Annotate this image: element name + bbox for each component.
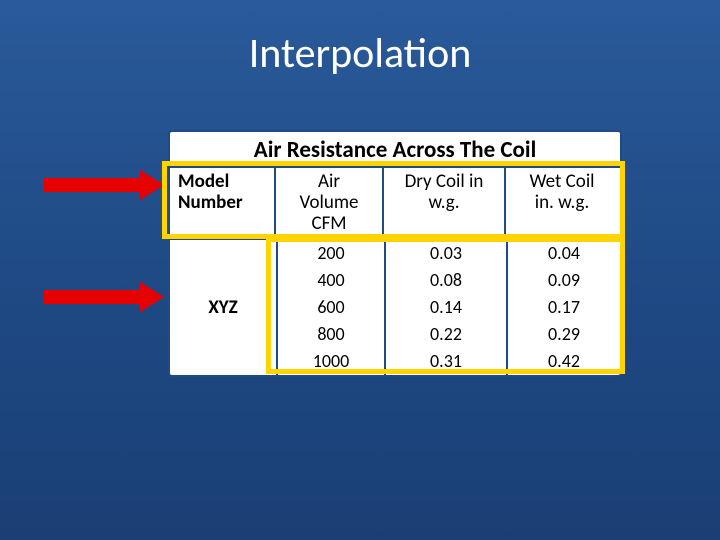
table-cell-wet: 0.42	[508, 348, 620, 375]
table-cell-dry: 0.03	[386, 240, 508, 267]
table-body: XYZ 2000.030.044000.080.096000.140.17800…	[170, 240, 620, 375]
slide: Interpolation Air Resistance Across The …	[0, 0, 720, 540]
table-cell-wet: 0.04	[508, 240, 620, 267]
table-cell-cfm: 1000	[278, 348, 386, 375]
model-cell: XYZ	[170, 240, 278, 375]
col-header-line: in. w.g.	[508, 193, 616, 214]
table-cell-cfm: 200	[278, 240, 386, 267]
table-cell-dry: 0.08	[386, 267, 508, 294]
col-header-line: Wet Coil	[508, 172, 616, 193]
table-row: 10000.310.42	[278, 348, 620, 375]
data-table: Air Resistance Across The Coil Model Num…	[168, 130, 622, 377]
table-cell-dry: 0.31	[386, 348, 508, 375]
table-cell-dry: 0.22	[386, 321, 508, 348]
table-cell-wet: 0.17	[508, 294, 620, 321]
table-row: 8000.220.29	[278, 321, 620, 348]
slide-title: Interpolation	[0, 28, 720, 79]
data-rows-container: 2000.030.044000.080.096000.140.178000.22…	[278, 240, 620, 375]
col-header-wet: Wet Coil in. w.g.	[506, 168, 618, 238]
table-title: Air Resistance Across The Coil	[170, 132, 620, 168]
col-header-model: Model Number	[170, 168, 276, 238]
callout-arrow	[44, 290, 142, 304]
table-cell-cfm: 400	[278, 267, 386, 294]
col-header-line: Dry Coil in	[386, 172, 502, 193]
col-header-line: Volume	[278, 193, 380, 214]
table-row: 6000.140.17	[278, 294, 620, 321]
callout-arrow	[44, 178, 142, 192]
table-row: 4000.080.09	[278, 267, 620, 294]
table-cell-cfm: 800	[278, 321, 386, 348]
col-header-line: CFM	[278, 214, 380, 235]
col-header-cfm: Air Volume CFM	[276, 168, 384, 238]
col-header-line: Number	[178, 193, 272, 214]
col-header-line: w.g.	[386, 193, 502, 214]
col-header-line: Model	[178, 172, 272, 193]
col-header-dry: Dry Coil in w.g.	[384, 168, 506, 238]
col-header-line: Air	[278, 172, 380, 193]
table-cell-wet: 0.09	[508, 267, 620, 294]
table-cell-dry: 0.14	[386, 294, 508, 321]
table-cell-cfm: 600	[278, 294, 386, 321]
table-cell-wet: 0.29	[508, 321, 620, 348]
table-header-row: Model Number Air Volume CFM Dry Coil in …	[170, 168, 620, 240]
table-row: 2000.030.04	[278, 240, 620, 267]
